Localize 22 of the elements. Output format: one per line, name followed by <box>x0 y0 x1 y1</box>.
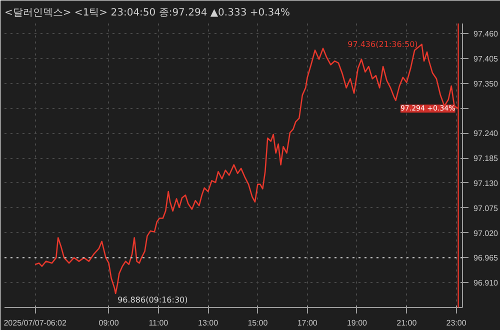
y-tick-label: 97.240 <box>474 129 499 138</box>
x-tick-label: 15:00 <box>248 318 268 328</box>
x-tick-label: 17:00 <box>297 318 318 328</box>
y-tick-label: 97.075 <box>474 204 499 213</box>
chart-title: <달러인덱스> <1틱> 23:04:50 종:97.294 ▲0.333 +0.34% <box>4 8 290 18</box>
x-tick-label: 19:00 <box>346 318 368 328</box>
y-tick-label: 96.965 <box>474 254 499 263</box>
y-tick-label: 97.185 <box>474 154 499 164</box>
x-tick-label: 09:00 <box>98 318 120 328</box>
y-tick-label: 97.020 <box>474 228 499 238</box>
x-tick-label: 21:00 <box>396 318 418 328</box>
annotation: 97.436(21:36:50) <box>348 40 418 49</box>
annotation: 96.886(09:16:30) <box>118 295 188 304</box>
x-tick-label: 13:00 <box>198 318 219 328</box>
x-tick-label: 23:00 <box>446 318 467 328</box>
x-tick-label: 11:00 <box>148 318 169 328</box>
y-tick-label: 97.405 <box>474 54 499 64</box>
y-tick-label: 97.350 <box>474 79 499 88</box>
y-tick-label: 97.460 <box>474 29 499 38</box>
y-tick-label: 96.910 <box>474 278 499 288</box>
y-tick-label: 97.130 <box>474 178 499 188</box>
x-tick-label: 2025/07/07-06:02 <box>4 318 68 328</box>
